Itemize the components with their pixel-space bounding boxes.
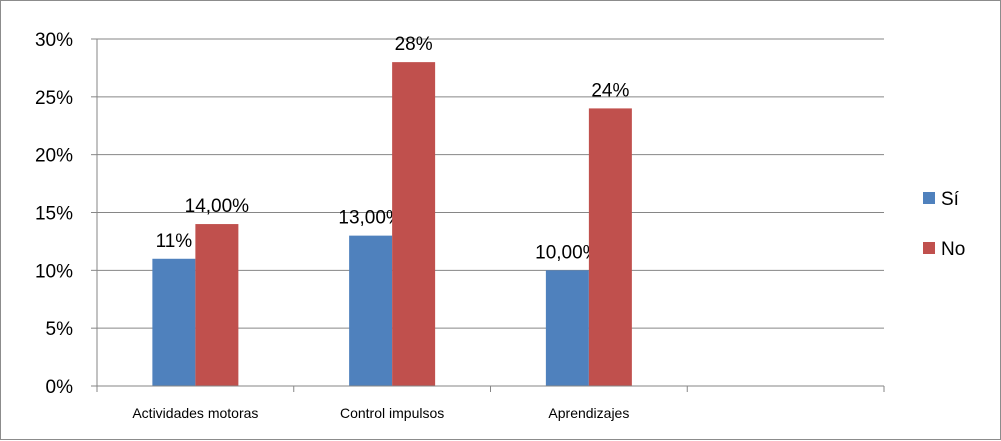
y-tick-label: 0% [46, 377, 74, 398]
bar [349, 235, 393, 386]
legend-swatch [923, 192, 935, 204]
y-tick-label: 15% [35, 204, 73, 225]
data-label: 14,00% [185, 196, 250, 217]
y-tick-label: 25% [35, 88, 73, 109]
bar [545, 270, 589, 386]
bar [195, 224, 239, 386]
x-category-label: Control impulsos [340, 405, 444, 421]
y-tick-label: 5% [46, 319, 74, 340]
y-tick-label: 10% [35, 261, 73, 282]
y-tick-label: 20% [35, 146, 73, 167]
data-label: 10,00% [535, 242, 600, 263]
y-tick-label: 30% [35, 30, 73, 51]
bar [152, 258, 196, 386]
bar [588, 108, 632, 387]
legend-swatch [923, 242, 935, 254]
legend-label: Sí [941, 189, 960, 210]
x-category-label: Aprendizajes [548, 405, 629, 421]
data-label: 11% [156, 231, 193, 252]
bar [392, 62, 436, 387]
data-label: 28% [395, 34, 433, 55]
x-category-label: Actividades motoras [132, 405, 258, 421]
data-label: 24% [591, 80, 629, 101]
legend-label: No [941, 239, 965, 260]
data-label: 13,00% [338, 208, 403, 229]
